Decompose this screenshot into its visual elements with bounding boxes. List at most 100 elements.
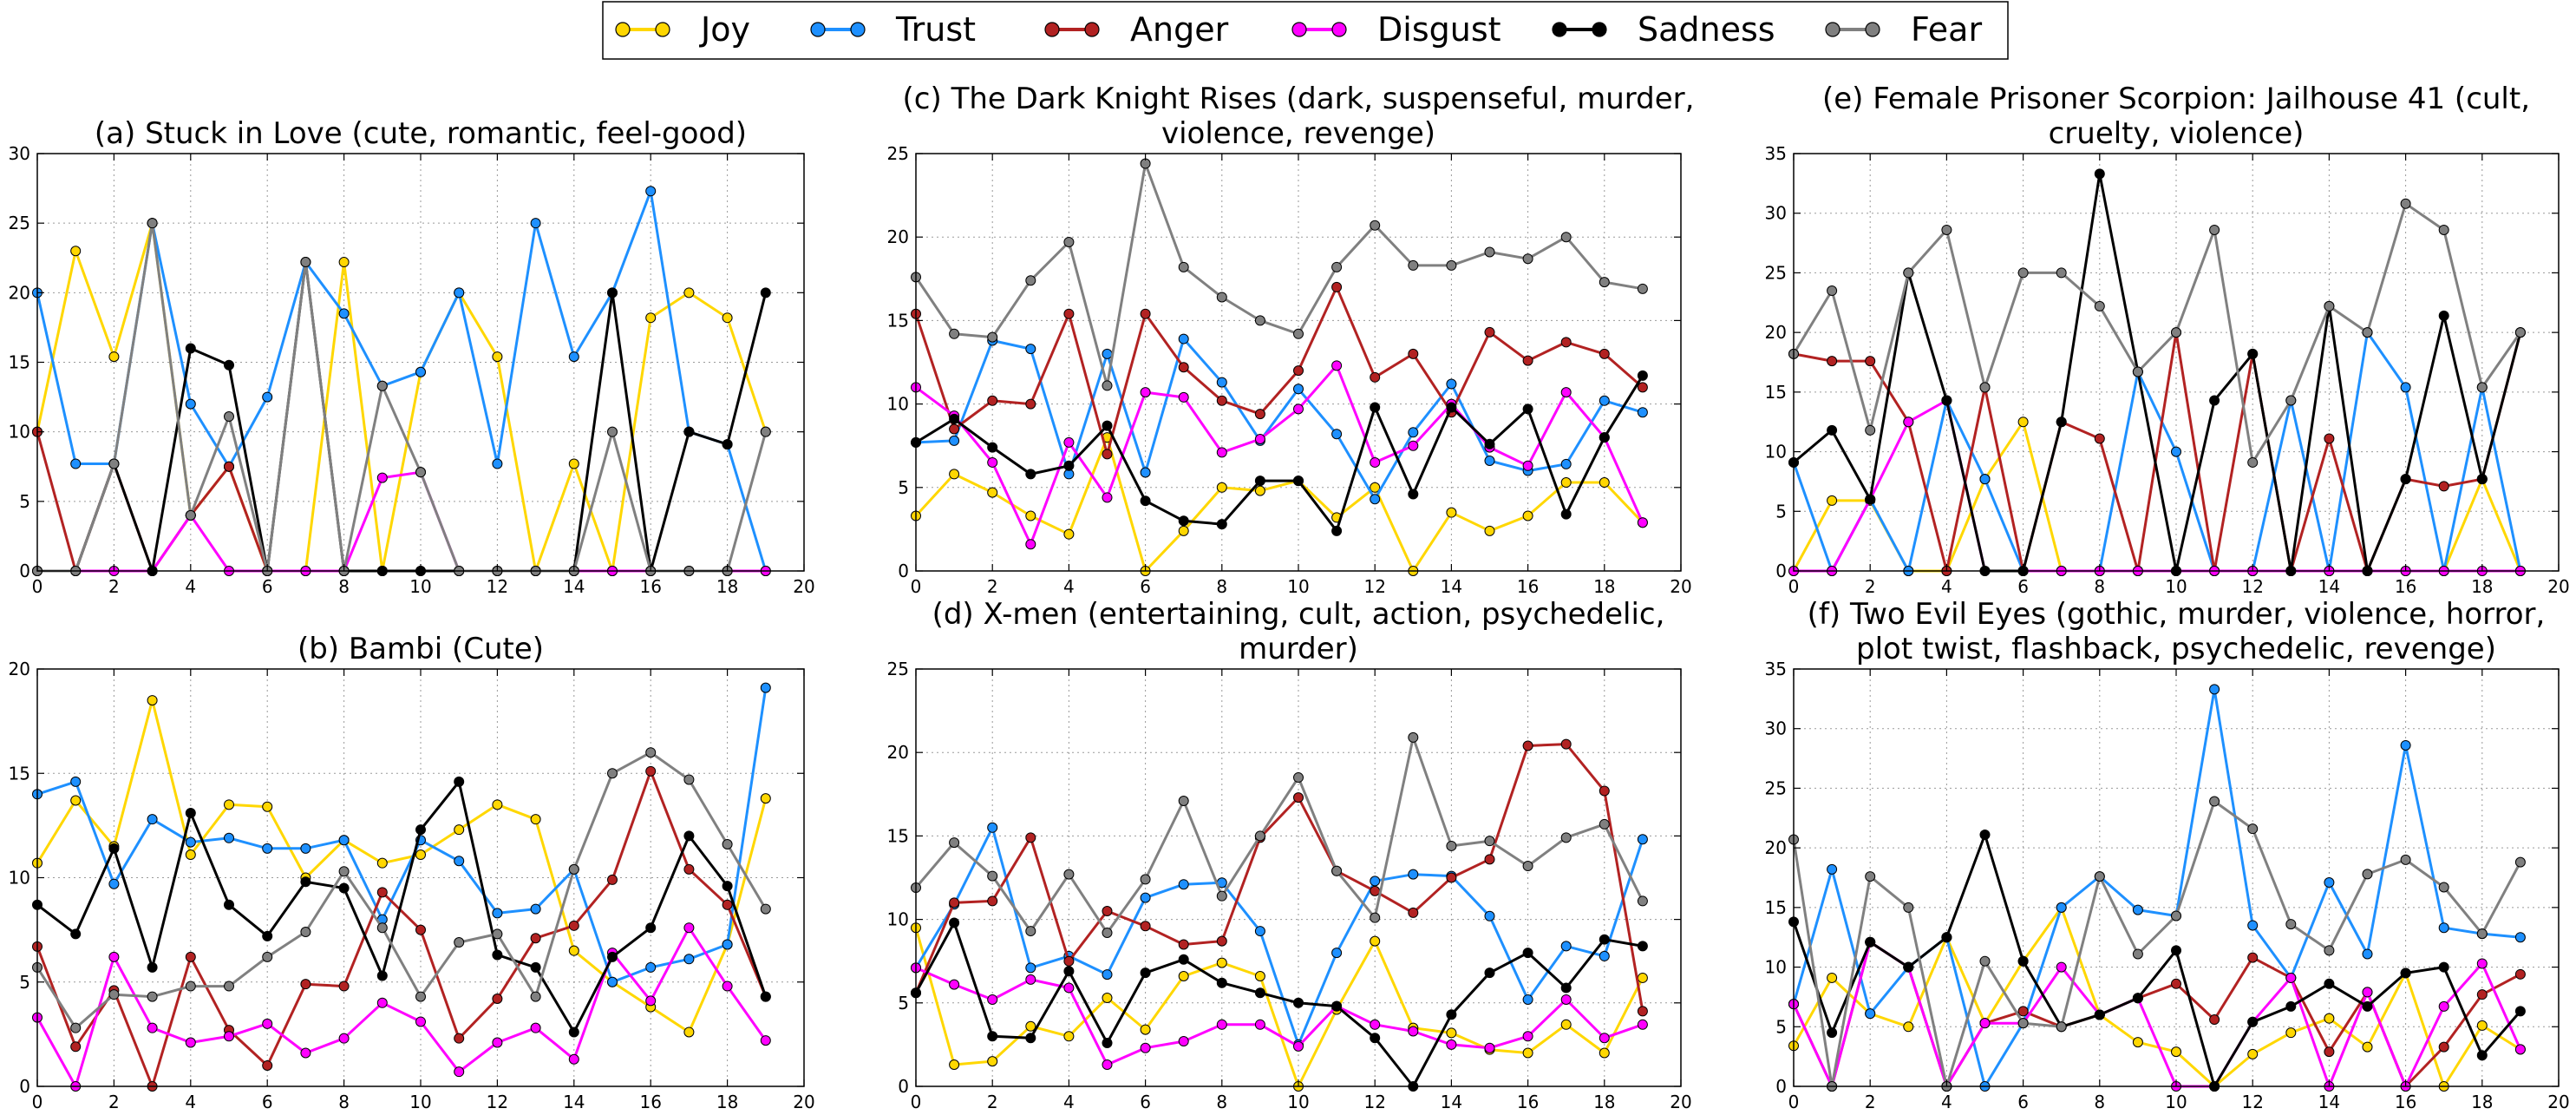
data-point-trust: [2324, 876, 2335, 888]
data-point-sadness: [1293, 476, 1304, 487]
data-point-joy: [949, 469, 960, 480]
y-tick-label: 30: [1765, 203, 1787, 224]
data-point-sadness: [1216, 519, 1227, 530]
data-point-anger: [1025, 398, 1036, 410]
data-point-trust: [1599, 950, 1610, 961]
x-tick-label: 2: [108, 576, 120, 597]
data-point-anger: [2247, 952, 2259, 963]
data-point-anger: [987, 895, 998, 907]
data-point-fear: [2209, 224, 2220, 235]
data-point-fear: [1979, 955, 1991, 967]
panel-a: (a) Stuck in Love (cute, romantic, feel-…: [9, 116, 815, 597]
data-point-trust: [1599, 395, 1610, 406]
data-point-fear: [1599, 277, 1610, 288]
series-disgust: [32, 467, 771, 576]
data-point-sadness: [722, 439, 733, 450]
data-point-sadness: [224, 359, 234, 371]
data-point-fear: [1178, 261, 1189, 272]
data-point-trust: [760, 682, 771, 693]
data-point-disgust: [2285, 972, 2297, 983]
data-point-joy: [2171, 1046, 2181, 1058]
legend-label: Fear: [1911, 10, 1982, 49]
x-tick-label: 0: [32, 576, 43, 597]
data-point-sadness: [1331, 525, 1343, 536]
series-line-fear: [1792, 202, 2522, 464]
chart-title: (c) The Dark Knight Rises (dark, suspens…: [903, 82, 1695, 116]
data-point-trust: [185, 398, 196, 410]
data-point-fear: [2285, 919, 2297, 930]
x-tick-label: 14: [563, 576, 585, 597]
x-tick-label: 8: [1216, 576, 1227, 597]
series-line-sadness: [1793, 172, 2522, 573]
data-point-fear: [415, 467, 426, 478]
data-point-joy: [147, 695, 158, 706]
chart-title: violence, revenge): [1161, 116, 1435, 151]
y-tick-label: 5: [1775, 501, 1787, 521]
data-point-anger: [722, 899, 733, 910]
x-tick-label: 10: [1287, 576, 1309, 597]
data-point-trust: [108, 878, 120, 889]
data-point-joy: [1370, 935, 1381, 947]
data-point-trust: [987, 822, 998, 833]
legend-label: Disgust: [1377, 10, 1501, 49]
data-point-trust: [722, 939, 733, 950]
data-point-fear: [530, 991, 541, 1002]
chart-title: (b) Bambi (Cute): [297, 632, 544, 666]
x-tick-label: 8: [1216, 1092, 1227, 1112]
data-point-fear: [1178, 795, 1189, 806]
data-point-disgust: [1408, 1026, 1419, 1037]
series-fear: [32, 218, 771, 576]
x-tick-label: 12: [487, 576, 508, 597]
data-point-disgust: [568, 1053, 579, 1065]
x-tick-label: 18: [2471, 576, 2493, 597]
x-tick-label: 18: [716, 576, 738, 597]
data-point-joy: [1063, 528, 1075, 540]
data-point-fear: [1637, 283, 1648, 294]
data-point-joy: [1522, 1047, 1533, 1059]
x-tick-label: 10: [409, 576, 431, 597]
data-point-fear: [185, 509, 196, 521]
data-point-fear: [1903, 267, 1914, 279]
x-tick-label: 6: [262, 576, 273, 597]
data-point-anger: [1216, 395, 1227, 406]
data-point-fear: [1941, 224, 1952, 235]
data-point-disgust: [1102, 1059, 1113, 1070]
data-point-anger: [492, 993, 503, 1004]
x-tick-label: 8: [338, 1092, 350, 1112]
data-point-sadness: [338, 882, 350, 894]
series-line-sadness: [36, 780, 768, 1033]
x-tick-label: 4: [1941, 576, 1952, 597]
data-point-sadness: [645, 922, 657, 934]
data-point-sadness: [2056, 416, 2067, 428]
data-point-disgust: [1446, 1039, 1457, 1050]
x-tick-label: 2: [987, 576, 998, 597]
data-point-sadness: [1370, 1033, 1381, 1044]
data-point-joy: [683, 1026, 695, 1038]
series-line-sadness: [915, 375, 1644, 533]
y-tick-label: 15: [887, 825, 909, 846]
data-point-sadness: [1484, 967, 1495, 979]
series-sadness: [32, 776, 771, 1038]
legend-marker: [655, 22, 670, 37]
data-point-anger: [1560, 337, 1572, 348]
data-point-disgust: [2056, 961, 2067, 973]
data-point-sadness: [1102, 420, 1113, 431]
data-point-sadness: [185, 807, 196, 818]
data-point-fear: [2017, 267, 2029, 279]
data-point-fear: [2324, 300, 2335, 312]
y-tick-label: 0: [898, 561, 909, 581]
data-point-anger: [1599, 785, 1610, 797]
data-point-fear: [987, 331, 998, 343]
x-tick-label: 12: [487, 1092, 508, 1112]
y-tick-label: 10: [1765, 957, 1787, 978]
series-line-trust: [36, 189, 768, 572]
data-point-trust: [1865, 1008, 1876, 1020]
data-point-disgust: [1254, 1019, 1265, 1030]
y-tick-label: 15: [1765, 382, 1787, 403]
data-point-anger: [2514, 968, 2526, 980]
data-point-sadness: [2209, 395, 2220, 406]
data-point-joy: [1370, 482, 1381, 493]
data-point-sadness: [2171, 945, 2181, 956]
data-point-joy: [949, 1059, 960, 1070]
data-point-joy: [1522, 510, 1533, 521]
